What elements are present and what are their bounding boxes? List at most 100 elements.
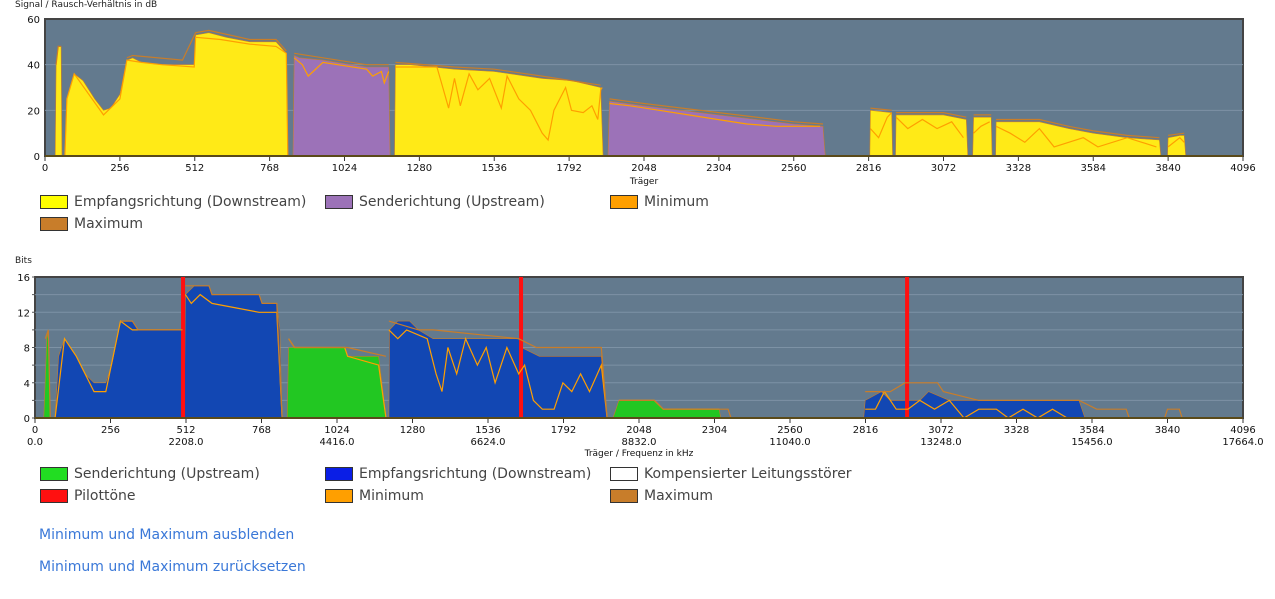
y-tick-label: 12	[17, 308, 30, 319]
series-minimum-line	[388, 329, 608, 419]
series-maximum-line	[896, 111, 967, 118]
x-tick-label: 256	[110, 163, 129, 174]
series-minimum-line	[1167, 136, 1185, 148]
y-tick-label: 0	[24, 414, 30, 425]
x-tick-label: 1536	[482, 163, 507, 174]
series-minimum-line	[293, 57, 390, 85]
series-maximum-line	[395, 61, 601, 86]
x-tick-khz-label: 0.0	[27, 437, 43, 448]
y-tick-label: 40	[27, 61, 40, 72]
reset-minmax-link[interactable]: Minimum und Maximum zurücksetzen	[39, 559, 306, 575]
series-maximum-line	[288, 338, 387, 357]
snr-chart: 0 20 40 60 0 256 512 768 1024 1280 1536 1792 2048 230…	[27, 15, 1255, 187]
hide-minmax-link[interactable]: Minimum und Maximum ausblenden	[39, 527, 295, 543]
x-tick-khz-label: 2208.0	[169, 437, 204, 448]
x-tick-label: 3840	[1155, 425, 1180, 436]
x-tick-label: 3328	[1004, 425, 1029, 436]
series-empfangsrichtung-downstream--area	[895, 114, 969, 157]
series-empfangsrichtung-downstream--area	[972, 116, 993, 157]
x-tick-label: 4096	[1230, 425, 1255, 436]
legend-snr-minimum: Minimum	[610, 194, 709, 210]
x-tick-label: 3328	[1006, 163, 1031, 174]
series-maximum-line	[865, 382, 1130, 419]
series-maximum-line	[609, 98, 824, 125]
x-tick-label: 1792	[556, 163, 581, 174]
x-tick-label: 256	[101, 425, 120, 436]
series-senderichtung-upstream--area	[286, 347, 387, 419]
legend-bits-downstream: Empfangsrichtung (Downstream)	[325, 466, 591, 482]
y-tick-label: 60	[27, 15, 40, 26]
series-minimum-line	[609, 102, 821, 127]
x-tick-label: 768	[252, 425, 271, 436]
y-tick-label: 4	[24, 379, 30, 390]
legend-bits-maximum: Maximum	[610, 488, 713, 504]
legend-snr-upstream: Senderichtung (Upstream)	[325, 194, 545, 210]
x-axis-label: Träger	[629, 177, 659, 187]
series-maximum-line	[996, 118, 1160, 139]
x-tick-label: 1280	[407, 163, 432, 174]
y-tick-label: 8	[24, 344, 30, 355]
x-tick-label: 2560	[781, 163, 806, 174]
series-empfangsrichtung-downstream--area	[183, 285, 283, 419]
x-tick-label: 2048	[631, 163, 656, 174]
y-tick-label: 16	[17, 273, 30, 284]
snr-chart-title: Signal / Rausch-Verhältnis in dB	[15, 0, 158, 10]
legend-label: Minimum	[644, 194, 709, 210]
series-maximum-line	[185, 285, 283, 419]
legend-label: Minimum	[359, 488, 424, 504]
x-tick-label: 0	[32, 425, 38, 436]
series-maximum-line	[55, 45, 62, 65]
series-maximum-line	[1168, 132, 1185, 136]
x-tick-label: 3584	[1079, 425, 1104, 436]
series-minimum-line	[64, 36, 289, 157]
x-tick-label: 1024	[324, 425, 349, 436]
x-tick-khz-label: 17664.0	[1222, 437, 1263, 448]
legend-label: Pilottöne	[74, 488, 136, 504]
legend-snr-downstream: Empfangsrichtung (Downstream)	[40, 194, 306, 210]
x-tick-label: 4096	[1230, 163, 1255, 174]
legend-bits-pilot: Pilottöne	[40, 488, 136, 504]
series-minimum-line	[395, 66, 603, 142]
legend-label: Senderichtung (Upstream)	[359, 194, 545, 210]
pilot-tone-marker	[519, 277, 524, 418]
x-tick-label: 3072	[928, 425, 953, 436]
x-tick-label: 512	[176, 425, 195, 436]
x-tick-label: 2304	[706, 163, 731, 174]
x-tick-khz-label: 13248.0	[920, 437, 961, 448]
legend-bits-crosstalk: Kompensierter Leitungsstörer	[610, 466, 852, 482]
legend-label: Kompensierter Leitungsstörer	[644, 466, 852, 482]
series-maximum-line	[126, 29, 287, 61]
x-tick-label: 1024	[332, 163, 357, 174]
series-minimum-line	[865, 390, 1068, 419]
legend-label: Empfangsrichtung (Downstream)	[359, 466, 592, 482]
bits-chart-title: Bits	[15, 256, 32, 266]
series-maximum-line	[618, 399, 732, 419]
series-maximum-line	[44, 329, 51, 419]
x-tick-khz-label: 15456.0	[1071, 437, 1112, 448]
series-empfangsrichtung-downstream--area	[869, 109, 893, 157]
series-senderichtung-upstream--area	[292, 55, 391, 157]
series-minimum-line	[995, 125, 1157, 148]
x-tick-label: 2304	[702, 425, 727, 436]
x-tick-khz-label: 4416.0	[320, 437, 355, 448]
series-maximum-line	[120, 320, 183, 331]
series-maximum-line	[294, 52, 389, 66]
series-maximum-line	[870, 107, 892, 111]
x-axis-label: Träger / Frequenz in kHz	[584, 449, 694, 459]
x-tick-label: 2560	[777, 425, 802, 436]
x-tick-label: 1280	[400, 425, 425, 436]
x-tick-label: 0	[42, 163, 48, 174]
x-tick-label: 512	[185, 163, 204, 174]
x-tick-label: 3840	[1155, 163, 1180, 174]
series-minimum-line	[869, 112, 893, 139]
x-tick-label: 1792	[551, 425, 576, 436]
x-tick-label: 768	[260, 163, 279, 174]
legend-bits-upstream: Senderichtung (Upstream)	[40, 466, 260, 482]
series-minimum-line	[973, 121, 990, 134]
series-minimum-line	[54, 320, 183, 419]
x-tick-label: 1536	[475, 425, 500, 436]
series-minimum-line	[895, 116, 964, 139]
series-maximum-line	[388, 320, 608, 419]
legend-label: Empfangsrichtung (Downstream)	[74, 194, 307, 210]
